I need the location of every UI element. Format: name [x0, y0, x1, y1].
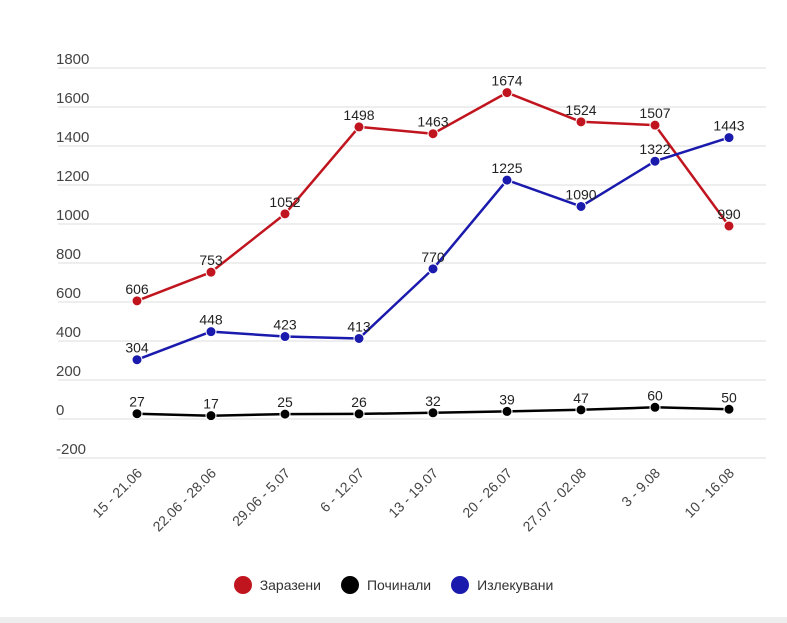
- data-label: 47: [573, 390, 589, 406]
- x-tick-label: 22.06 - 28.06: [149, 465, 219, 535]
- data-label: 770: [421, 249, 445, 265]
- data-label: 1674: [491, 73, 522, 89]
- data-point: [205, 410, 217, 422]
- x-tick-label: 13 - 19.07: [385, 465, 441, 521]
- data-label: 753: [199, 252, 223, 268]
- legend-marker: [233, 576, 252, 594]
- data-point: [353, 121, 365, 133]
- y-tick-label: 1000: [56, 207, 89, 224]
- y-tick-label: 1400: [56, 129, 89, 146]
- x-tick-label: 3 - 9.08: [618, 465, 663, 510]
- x-axis-ticks: 15 - 21.06 22.06 - 28.06 29.06 - 5.07 6 - 1…: [89, 465, 737, 535]
- data-point: [131, 408, 143, 420]
- data-label: 1052: [269, 194, 300, 210]
- data-label: 60: [647, 387, 663, 403]
- data-point: [279, 408, 291, 420]
- data-label: 1498: [343, 107, 374, 123]
- x-tick-label: 6 - 12.07: [317, 465, 368, 516]
- data-point: [723, 132, 735, 144]
- x-tick-label: 29.06 - 5.07: [229, 465, 293, 529]
- data-point: [723, 220, 735, 232]
- data-point: [575, 404, 587, 416]
- data-point: [353, 408, 365, 420]
- data-label: 304: [125, 340, 149, 356]
- data-label: 1443: [713, 118, 744, 134]
- data-label: 1225: [491, 160, 522, 176]
- data-point: [131, 354, 143, 366]
- data-point: [723, 403, 735, 415]
- data-label: 1463: [417, 114, 448, 130]
- legend-label: Излекувани: [477, 577, 554, 593]
- legend-item[interactable]: Заразени: [233, 576, 321, 594]
- legend-label: Заразени: [259, 577, 321, 593]
- data-label: 423: [273, 317, 297, 333]
- data-point: [575, 116, 587, 128]
- data-label: 413: [347, 318, 371, 334]
- data-point: [279, 208, 291, 220]
- data-point: [501, 174, 513, 186]
- y-tick-label: 400: [56, 324, 81, 341]
- legend-item[interactable]: Починали: [340, 576, 432, 594]
- data-label: 32: [425, 393, 441, 409]
- x-tick-label: 27.07 - 02.08: [519, 465, 589, 535]
- legend-marker: [451, 576, 470, 594]
- data-point: [501, 405, 513, 417]
- data-point: [649, 401, 661, 413]
- data-label: 25: [277, 394, 293, 410]
- data-label: 1507: [639, 105, 670, 121]
- y-tick-label: 800: [56, 246, 81, 263]
- x-tick-label: 20 - 26.07: [459, 465, 515, 521]
- data-point: [205, 266, 217, 278]
- data-label: 39: [499, 391, 515, 407]
- data-point: [575, 200, 587, 212]
- data-label: 448: [199, 312, 223, 328]
- data-point: [353, 332, 365, 344]
- legend-item[interactable]: Излекувани: [451, 576, 553, 594]
- y-tick-label: 200: [56, 363, 81, 380]
- data-point: [279, 331, 291, 343]
- series-points: [131, 87, 735, 422]
- legend: Заразени Починали Излекувани: [0, 576, 787, 594]
- y-tick-label: 1200: [56, 168, 89, 185]
- data-label: 26: [351, 394, 367, 410]
- data-point: [427, 407, 439, 419]
- data-point: [427, 128, 439, 140]
- data-label: 1524: [565, 102, 596, 118]
- data-label: 1090: [565, 186, 596, 202]
- x-tick-label: 15 - 21.06: [89, 465, 145, 521]
- line-chart: 1800 1600 1400 1200 1000 800 600 400 200 0 -200 15…: [56, 51, 766, 535]
- data-label: 50: [721, 389, 737, 405]
- data-point: [205, 326, 217, 338]
- legend-marker: [340, 576, 359, 594]
- data-label: 606: [125, 281, 149, 297]
- data-labels: 606 753 1052 1498 1463 1674 1524 1507 990 27 17 25 2…: [125, 73, 744, 412]
- x-tick-label: 10 - 16.08: [681, 465, 737, 521]
- legend-label: Починали: [366, 577, 432, 593]
- data-point: [427, 263, 439, 275]
- y-tick-label: 1600: [56, 90, 89, 107]
- y-tick-label: 0: [56, 402, 64, 419]
- y-tick-label: -200: [56, 441, 86, 458]
- y-axis-ticks: 1800 1600 1400 1200 1000 800 600 400 200 0 -200: [56, 51, 89, 458]
- data-point: [649, 155, 661, 167]
- data-point: [131, 295, 143, 307]
- data-label: 17: [203, 396, 219, 412]
- data-point: [501, 87, 513, 99]
- gridlines: [58, 67, 766, 459]
- data-label: 27: [129, 394, 145, 410]
- data-label: 990: [717, 206, 741, 222]
- y-tick-label: 1800: [56, 51, 89, 68]
- bottom-divider: [0, 617, 787, 623]
- data-point: [649, 119, 661, 131]
- data-label: 1322: [639, 141, 670, 157]
- y-tick-label: 600: [56, 285, 81, 302]
